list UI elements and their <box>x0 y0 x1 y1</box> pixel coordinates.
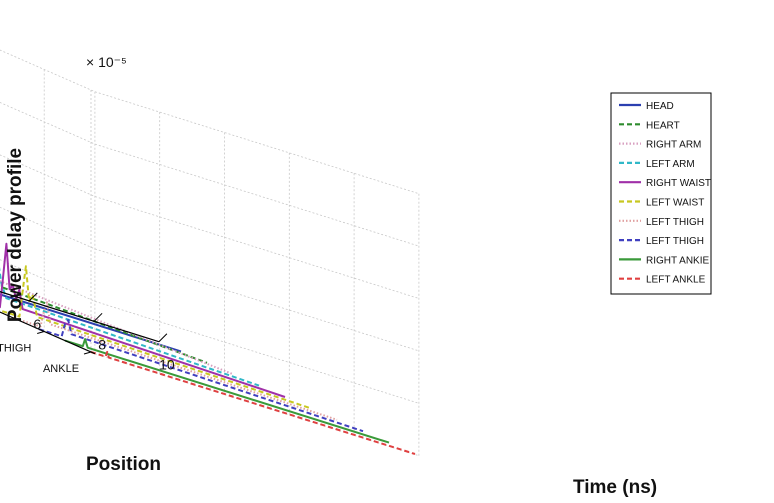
back-pane <box>94 91 419 456</box>
legend: HEAD HEART RIGHT ARM LEFT ARM RIGHT WAIST LEF… <box>610 92 712 295</box>
legend-entry-label: LEFT WAIST <box>646 198 704 209</box>
x-axis-line <box>0 291 160 343</box>
y-tick-mark <box>83 351 92 355</box>
z-scale-factor: × 10⁻⁵ <box>86 54 127 70</box>
x-tick-label: 10 <box>159 357 175 373</box>
legend-entry-label: LEFT THIGH <box>646 236 704 247</box>
tick-labels: 00.20.40.60.810246810HEADHEARTARMWAISTTH… <box>0 316 175 375</box>
legend-entry-label: HEAD <box>646 101 674 112</box>
x-tick-label: 6 <box>33 316 41 332</box>
legend-entry-label: RIGHT ARM <box>646 140 701 151</box>
series-trace-7 <box>12 301 338 421</box>
legend-entry-label: LEFT ARM <box>646 159 695 170</box>
series-traces <box>0 242 416 455</box>
axes <box>0 291 168 355</box>
axes-panes <box>0 50 419 456</box>
legend-entry-label: HEART <box>646 120 680 131</box>
x-tick-label: 8 <box>98 336 106 352</box>
x-tick-mark <box>28 292 38 302</box>
x-tick-mark <box>158 333 168 343</box>
x-axis-label: Time (ns) <box>573 477 657 498</box>
series-trace-8 <box>38 319 364 433</box>
y-axis-line <box>0 311 96 355</box>
y-axis-label: Position <box>86 454 161 475</box>
series-trace-9 <box>64 338 390 444</box>
legend-entry-label: LEFT ANKLE <box>646 275 706 286</box>
series-trace-10 <box>90 350 416 455</box>
legend-entry-label: RIGHT ANKIE <box>646 255 709 266</box>
x-tick-mark <box>93 312 103 322</box>
y-tick-mark <box>37 330 45 334</box>
series-trace-4 <box>0 267 260 387</box>
legend-entry-label: RIGHT WAIST <box>646 178 711 189</box>
z-axis-label: Power delay profile <box>5 148 26 322</box>
legend-entry-label: LEFT THIGH <box>646 217 704 228</box>
series-trace-6 <box>0 265 312 410</box>
y-tick-label: THIGH <box>0 342 31 354</box>
y-tick-label: ANKLE <box>43 363 79 375</box>
